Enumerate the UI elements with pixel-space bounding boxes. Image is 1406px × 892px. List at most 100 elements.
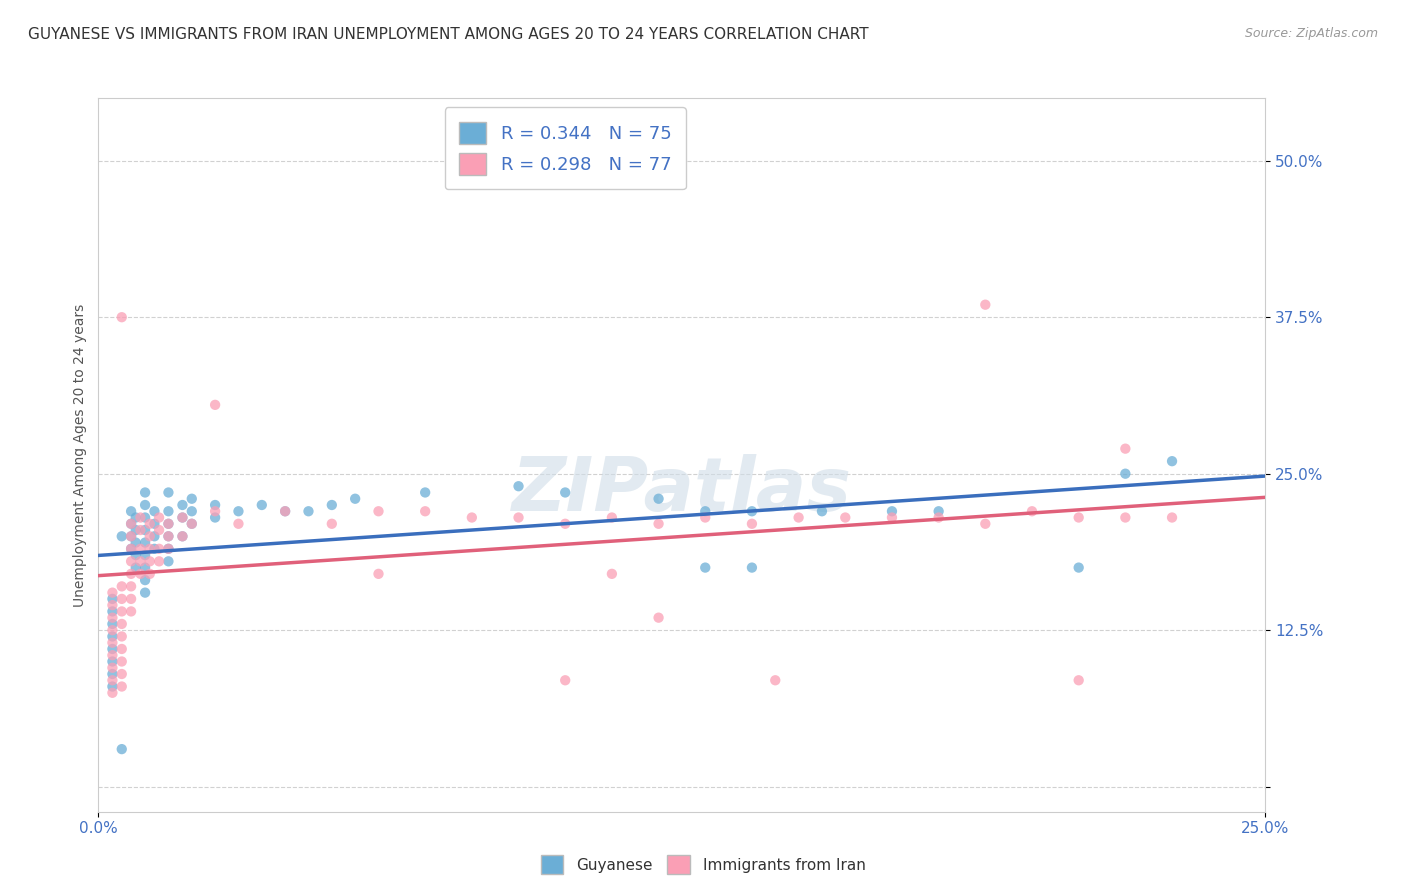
- Point: [101, 585, 124, 599]
- Point: [134, 498, 156, 512]
- Point: [101, 642, 124, 657]
- Point: [134, 485, 156, 500]
- Point: [763, 673, 786, 688]
- Point: [139, 529, 162, 543]
- Point: [120, 604, 142, 618]
- Point: [928, 504, 950, 518]
- Point: [129, 554, 152, 568]
- Point: [647, 516, 669, 531]
- Point: [228, 504, 250, 518]
- Point: [204, 510, 226, 524]
- Point: [125, 535, 148, 549]
- Point: [148, 554, 170, 568]
- Point: [367, 504, 389, 518]
- Point: [129, 566, 152, 581]
- Point: [148, 510, 170, 524]
- Point: [508, 510, 530, 524]
- Point: [880, 504, 903, 518]
- Point: [695, 504, 717, 518]
- Point: [143, 529, 166, 543]
- Point: [157, 541, 180, 556]
- Point: [157, 516, 180, 531]
- Point: [120, 591, 142, 606]
- Point: [101, 623, 124, 637]
- Point: [139, 541, 162, 556]
- Point: [125, 523, 148, 537]
- Point: [974, 298, 997, 312]
- Point: [554, 516, 576, 531]
- Point: [344, 491, 367, 506]
- Point: [1067, 510, 1090, 524]
- Point: [120, 529, 142, 543]
- Point: [125, 548, 148, 562]
- Point: [600, 566, 623, 581]
- Point: [101, 661, 124, 675]
- Point: [148, 523, 170, 537]
- Point: [413, 485, 436, 500]
- Point: [321, 516, 343, 531]
- Point: [157, 485, 180, 500]
- Point: [101, 591, 124, 606]
- Point: [250, 498, 273, 512]
- Point: [101, 598, 124, 612]
- Text: Source: ZipAtlas.com: Source: ZipAtlas.com: [1244, 27, 1378, 40]
- Point: [139, 554, 162, 568]
- Point: [647, 610, 669, 624]
- Point: [695, 560, 717, 574]
- Point: [111, 529, 134, 543]
- Point: [111, 742, 134, 756]
- Point: [111, 667, 134, 681]
- Point: [157, 554, 180, 568]
- Point: [204, 504, 226, 518]
- Point: [111, 630, 134, 644]
- Point: [172, 510, 194, 524]
- Point: [180, 491, 202, 506]
- Point: [111, 616, 134, 631]
- Point: [1067, 673, 1090, 688]
- Point: [274, 504, 297, 518]
- Point: [129, 510, 152, 524]
- Point: [1161, 510, 1184, 524]
- Point: [204, 398, 226, 412]
- Point: [811, 504, 834, 518]
- Point: [180, 516, 202, 531]
- Point: [120, 516, 142, 531]
- Point: [974, 516, 997, 531]
- Point: [120, 529, 142, 543]
- Point: [134, 573, 156, 587]
- Point: [157, 529, 180, 543]
- Point: [129, 541, 152, 556]
- Point: [129, 523, 152, 537]
- Point: [321, 498, 343, 512]
- Point: [101, 667, 124, 681]
- Point: [787, 510, 810, 524]
- Point: [172, 510, 194, 524]
- Point: [134, 523, 156, 537]
- Point: [111, 655, 134, 669]
- Text: GUYANESE VS IMMIGRANTS FROM IRAN UNEMPLOYMENT AMONG AGES 20 TO 24 YEARS CORRELAT: GUYANESE VS IMMIGRANTS FROM IRAN UNEMPLO…: [28, 27, 869, 42]
- Point: [101, 673, 124, 688]
- Point: [461, 510, 484, 524]
- Point: [101, 610, 124, 624]
- Point: [143, 516, 166, 531]
- Point: [928, 510, 950, 524]
- Point: [101, 616, 124, 631]
- Point: [134, 585, 156, 599]
- Point: [134, 510, 156, 524]
- Point: [120, 554, 142, 568]
- Point: [120, 516, 142, 531]
- Point: [111, 591, 134, 606]
- Point: [148, 541, 170, 556]
- Point: [125, 510, 148, 524]
- Point: [741, 560, 763, 574]
- Point: [111, 604, 134, 618]
- Point: [834, 510, 856, 524]
- Point: [101, 648, 124, 663]
- Point: [111, 642, 134, 657]
- Text: ZIPatlas: ZIPatlas: [512, 454, 852, 527]
- Point: [228, 516, 250, 531]
- Point: [600, 510, 623, 524]
- Point: [367, 566, 389, 581]
- Point: [101, 655, 124, 669]
- Point: [120, 541, 142, 556]
